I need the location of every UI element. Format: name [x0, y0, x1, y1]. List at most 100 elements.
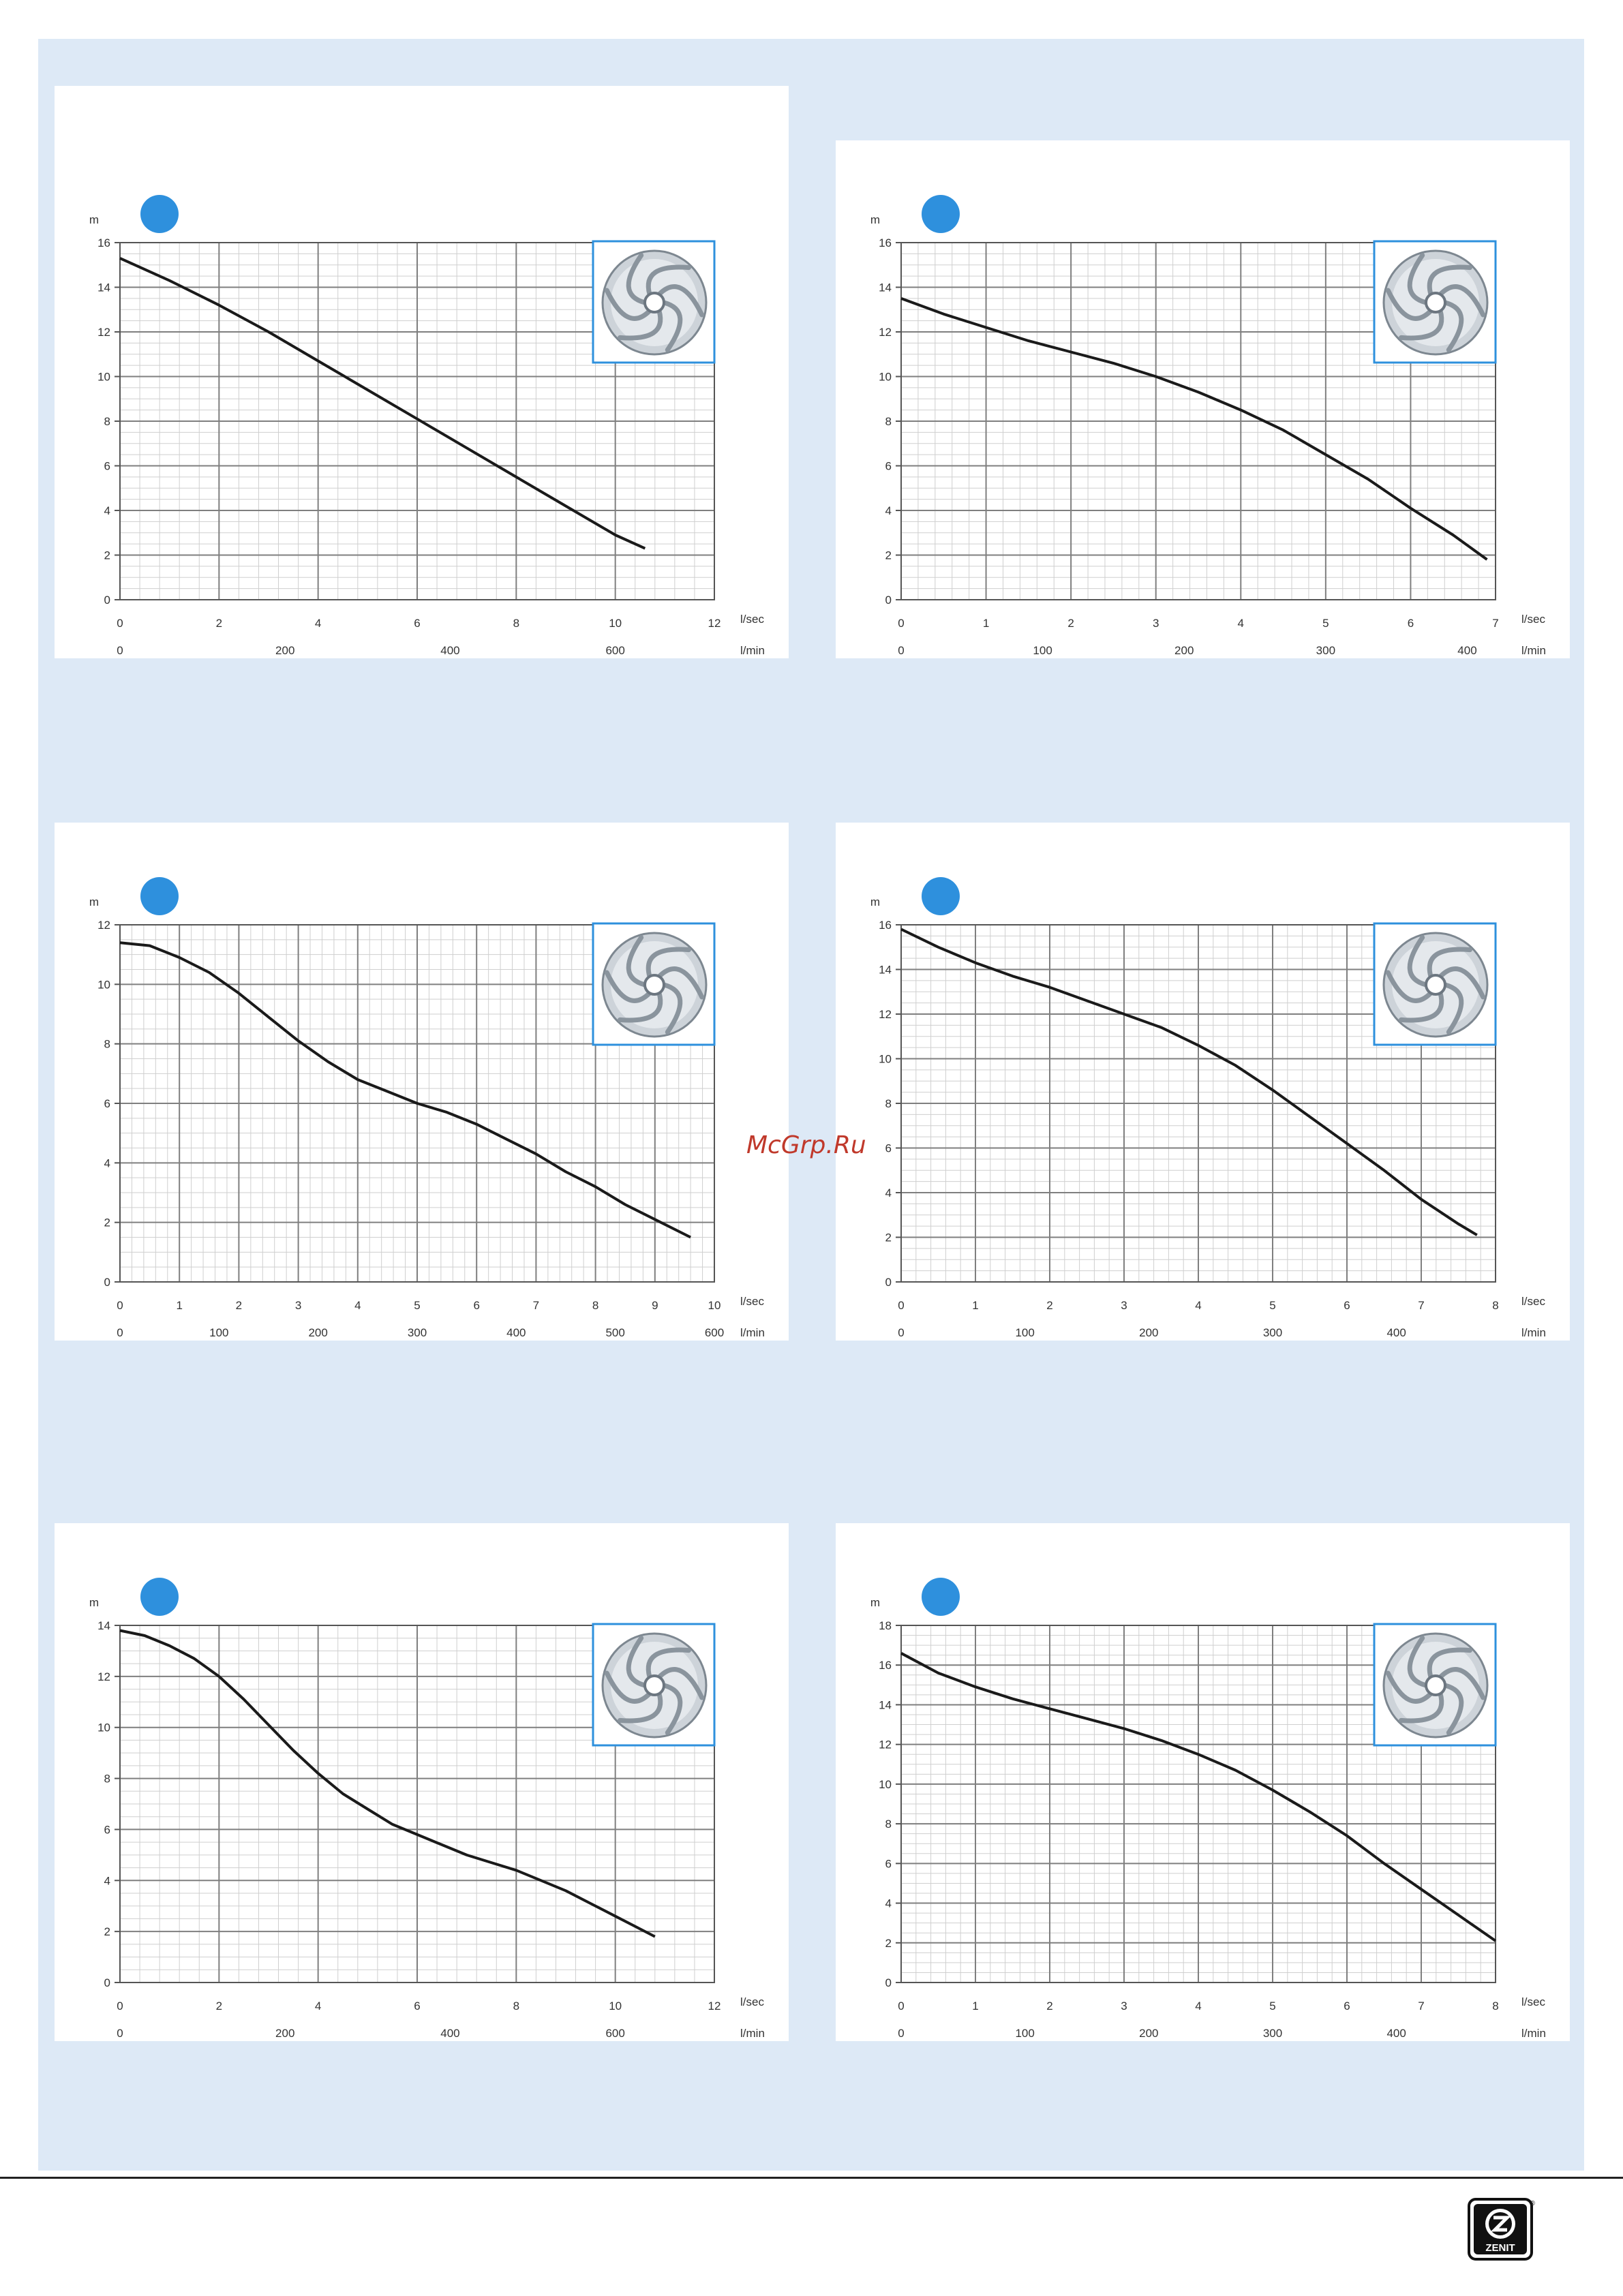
- y-tick-label: 2: [885, 1937, 892, 1950]
- lmin-tick-label: 600: [605, 644, 624, 657]
- lmin-tick-label: 100: [1015, 2027, 1034, 2040]
- lmin-tick-label: 400: [1386, 1326, 1406, 1339]
- y-tick-label: 6: [885, 460, 892, 473]
- y-tick-label: 2: [885, 1231, 892, 1244]
- impeller-icon: [1373, 240, 1497, 364]
- x-unit-lsec: l/sec: [1521, 1995, 1545, 2008]
- x-tick-label: 4: [1195, 1299, 1201, 1312]
- pump-curve-card-6: m 0 2 4 6 8 10 12 14 16 18 0 1 2 3 4 5 6 7 8 l/sec 0 100 200 300…: [836, 1523, 1570, 2041]
- x-tick-label: 3: [1121, 2000, 1127, 2012]
- y-tick-label: 14: [879, 281, 892, 294]
- x-tick-label: 2: [1067, 617, 1074, 630]
- lmin-tick-label: 300: [408, 1326, 427, 1339]
- y-tick-label: 16: [879, 919, 892, 932]
- y-tick-label: 0: [104, 1976, 110, 1989]
- y-tick-label: 14: [879, 964, 892, 977]
- y-tick-label: 6: [104, 460, 110, 473]
- pump-curve-card-1: m 0 2 4 6 8 10 12 14 16 0 2 4 6 8 10 12 l/sec 0 200 400 600 l/…: [55, 86, 789, 658]
- x-tick-label: 6: [414, 2000, 420, 2012]
- logo-text: ZENIT: [1485, 2242, 1515, 2254]
- y-tick-label: 12: [879, 326, 892, 339]
- y-tick-label: 10: [97, 1721, 110, 1734]
- pump-curve-chart-5: m 0 2 4 6 8 10 12 14 0 2 4 6 8 10 12 l/sec 0 200 400 600 l/mi…: [89, 1578, 765, 2040]
- impeller-icon: [592, 922, 716, 1046]
- x-tick-label: 4: [1195, 2000, 1201, 2012]
- y-tick-label: 4: [104, 1874, 110, 1887]
- y-axis-label: m: [89, 1596, 99, 1609]
- x-tick-label: 7: [1418, 2000, 1424, 2012]
- zenit-logo-icon: [1485, 2209, 1515, 2239]
- x-unit-lsec: l/sec: [740, 1295, 764, 1308]
- y-axis-label: m: [870, 896, 880, 908]
- x-tick-label: 8: [592, 1299, 598, 1312]
- y-tick-label: 8: [104, 1773, 110, 1786]
- y-tick-label: 4: [104, 1157, 110, 1169]
- grid: [119, 924, 715, 1283]
- lmin-tick-label: 400: [440, 2027, 459, 2040]
- x-tick-label: 4: [1238, 617, 1244, 630]
- x-tick-label: 6: [1344, 1299, 1350, 1312]
- impeller-icon: [1373, 1623, 1497, 1747]
- y-tick-label: 10: [879, 1778, 892, 1791]
- x-unit-lsec: l/sec: [1521, 613, 1545, 626]
- x-tick-label: 1: [983, 617, 989, 630]
- performance-curve: [900, 928, 1478, 1236]
- model-badge: [922, 195, 960, 233]
- y-tick-label: 8: [885, 1097, 892, 1110]
- y-tick-label: 4: [885, 1897, 892, 1910]
- lmin-tick-label: 100: [209, 1326, 228, 1339]
- lmin-tick-label: 300: [1316, 644, 1335, 657]
- y-tick-label: 14: [879, 1698, 892, 1711]
- x-tick-label: 4: [354, 1299, 361, 1312]
- lmin-tick-label: 100: [1033, 644, 1052, 657]
- pump-curve-card-4: m 0 2 4 6 8 10 12 14 16 0 1 2 3 4 5 6 7 8 l/sec 0 100 200 300 40…: [836, 823, 1570, 1341]
- x-tick-label: 3: [1121, 1299, 1127, 1312]
- y-tick-label: 10: [97, 978, 110, 991]
- x-tick-label: 7: [533, 1299, 539, 1312]
- performance-curve: [119, 1629, 656, 1938]
- lmin-tick-label: 200: [275, 644, 294, 657]
- grid: [119, 242, 715, 600]
- x-tick-label: 6: [1408, 617, 1414, 630]
- impeller-icon: [592, 240, 716, 364]
- x-tick-label: 6: [414, 617, 420, 630]
- x-tick-label: 0: [898, 1299, 904, 1312]
- x-tick-label: 5: [414, 1299, 420, 1312]
- x-tick-label: 8: [1492, 1299, 1498, 1312]
- y-tick-label: 12: [879, 1008, 892, 1021]
- y-tick-label: 8: [104, 415, 110, 428]
- lmin-tick-label: 200: [275, 2027, 294, 2040]
- lmin-tick-label: 0: [898, 1326, 904, 1339]
- performance-curve: [119, 257, 646, 550]
- x-tick-label: 7: [1418, 1299, 1424, 1312]
- x-tick-label: 12: [708, 617, 721, 630]
- lmin-tick-label: 400: [506, 1326, 526, 1339]
- x-unit-lmin: l/min: [740, 644, 765, 657]
- y-tick-label: 10: [879, 371, 892, 384]
- y-tick-label: 2: [885, 549, 892, 562]
- x-unit-lsec: l/sec: [1521, 1295, 1545, 1308]
- lmin-tick-label: 0: [117, 644, 123, 657]
- lmin-tick-label: 500: [605, 1326, 624, 1339]
- lmin-tick-label: 400: [440, 644, 459, 657]
- footer-rule: [0, 2177, 1623, 2179]
- y-tick-label: 8: [885, 415, 892, 428]
- y-tick-label: 16: [879, 236, 892, 249]
- pump-curve-chart-1: m 0 2 4 6 8 10 12 14 16 0 2 4 6 8 10 12 l/sec 0 200 400 600 l/…: [89, 195, 765, 657]
- x-tick-label: 10: [708, 1299, 721, 1312]
- x-tick-label: 8: [513, 617, 519, 630]
- y-tick-label: 12: [879, 1739, 892, 1751]
- pump-curve-card-2: m 0 2 4 6 8 10 12 14 16 0 1 2 3 4 5 6 7 l/sec 0 100 200 300 400…: [836, 140, 1570, 658]
- y-tick-label: 0: [885, 1976, 892, 1989]
- x-tick-label: 1: [176, 1299, 182, 1312]
- x-tick-label: 0: [898, 2000, 904, 2012]
- x-tick-label: 2: [1046, 2000, 1052, 2012]
- x-tick-label: 10: [609, 617, 622, 630]
- y-axis-label: m: [89, 896, 99, 908]
- x-unit-lmin: l/min: [1521, 1326, 1546, 1339]
- x-tick-label: 5: [1322, 617, 1329, 630]
- lmin-tick-label: 0: [117, 2027, 123, 2040]
